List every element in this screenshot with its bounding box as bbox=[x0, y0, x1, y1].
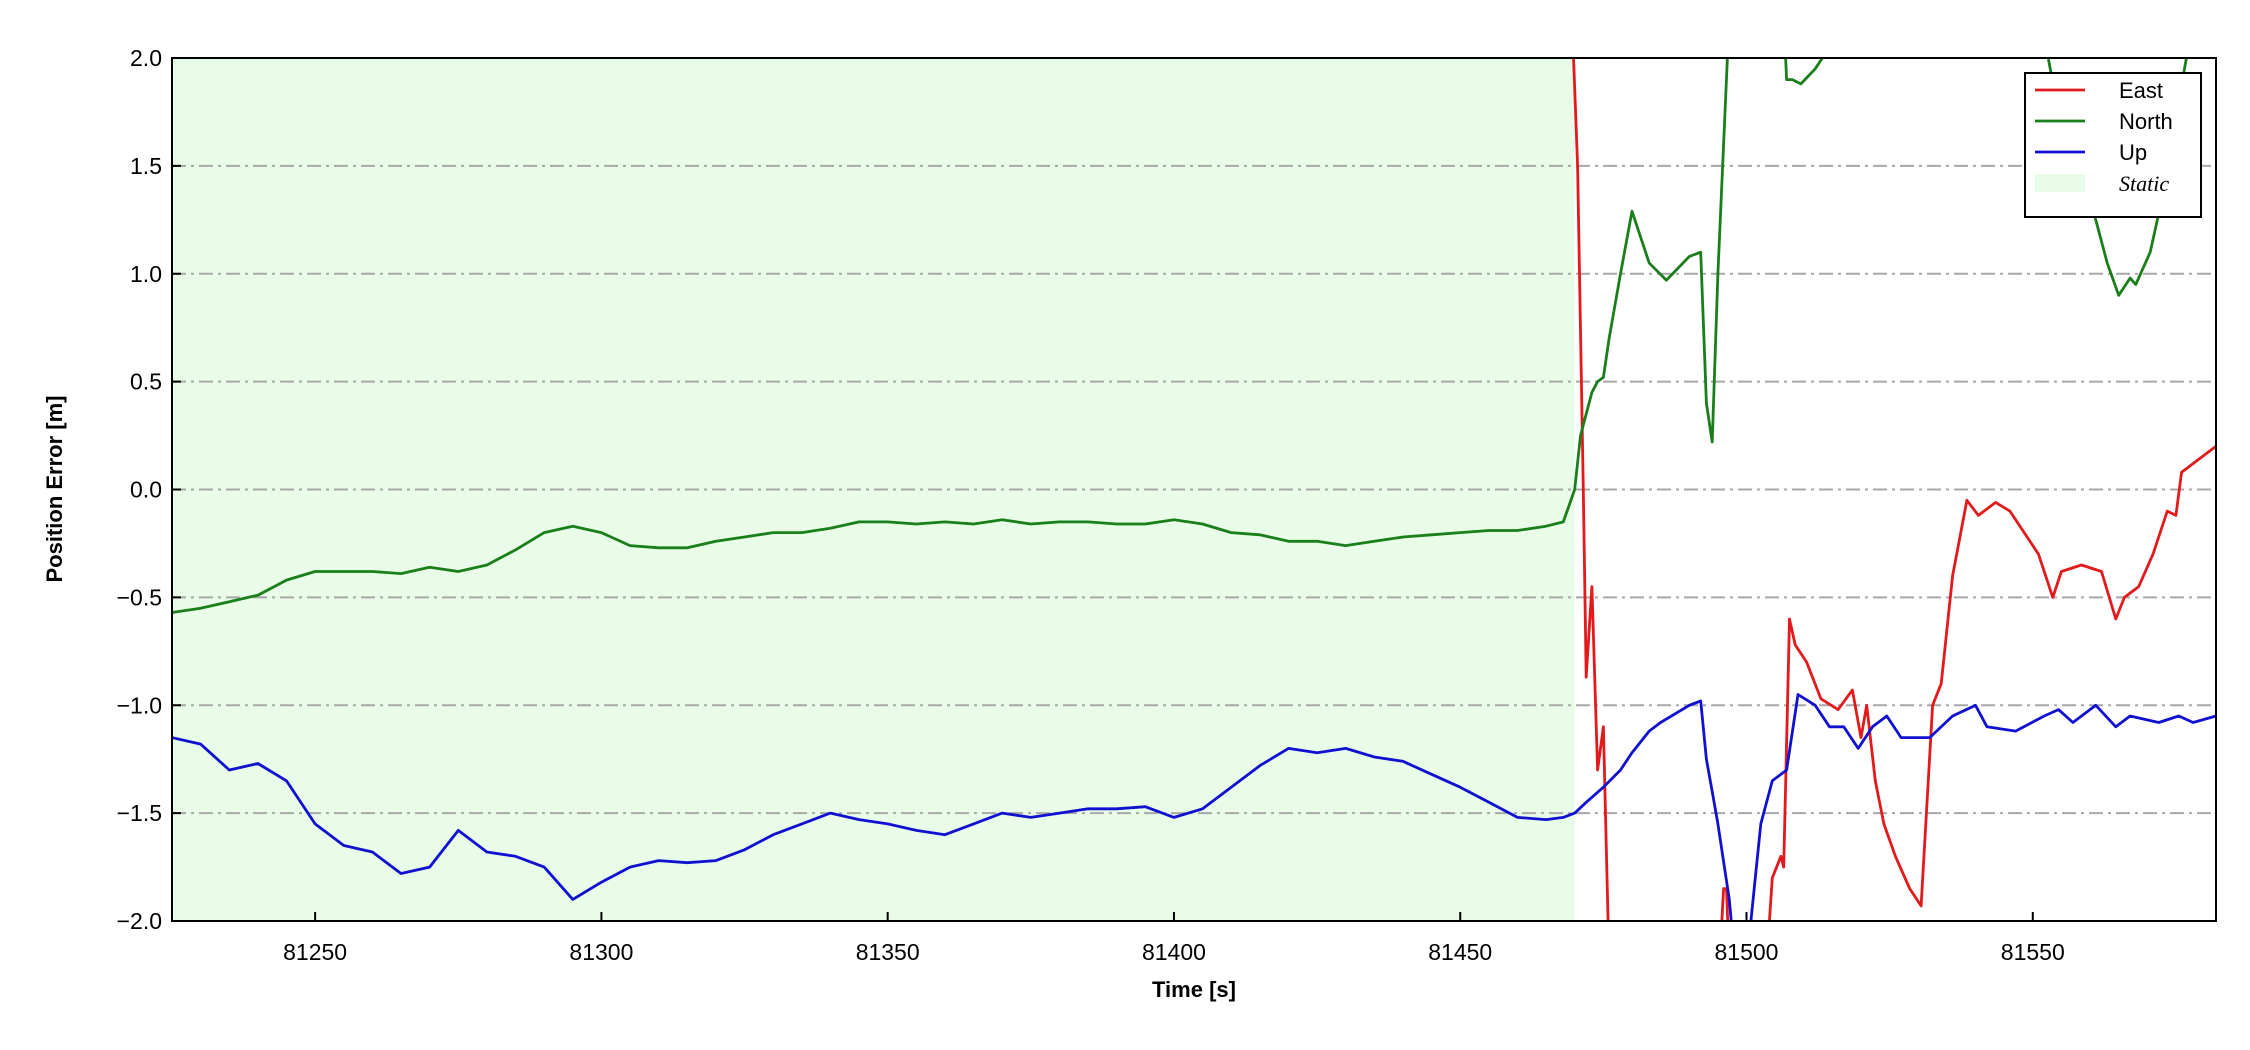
legend-frame bbox=[2024, 72, 2202, 218]
x-tick-label: 81400 bbox=[1142, 939, 1206, 965]
x-tick-label: 81500 bbox=[1715, 939, 1779, 965]
x-tick-label: 81250 bbox=[283, 939, 347, 965]
y-tick-label: 2.0 bbox=[130, 45, 162, 71]
background-layer bbox=[172, 57, 2216, 922]
x-axis-label: Time [s] bbox=[1152, 977, 1236, 1002]
y-tick-label: 1.5 bbox=[130, 153, 162, 179]
y-tick-label: −1.0 bbox=[117, 692, 162, 718]
y-tick-label: 1.0 bbox=[130, 261, 162, 287]
legend-label: East bbox=[2119, 78, 2163, 103]
legend: East North Up Static bbox=[2024, 72, 2202, 218]
lines-layer bbox=[172, 58, 2216, 921]
y-axis-label: Position Error [m] bbox=[42, 395, 67, 582]
y-tick-label: −0.5 bbox=[117, 584, 162, 610]
legend-label: Up bbox=[2119, 140, 2147, 165]
y-tick-label: −2.0 bbox=[117, 908, 162, 934]
x-tick-label: 81350 bbox=[856, 939, 920, 965]
legend-label: Static bbox=[2119, 171, 2169, 196]
series-line bbox=[1572, 58, 2216, 921]
y-tick-label: 0.0 bbox=[130, 477, 162, 503]
series-line bbox=[172, 58, 2188, 614]
x-tick-label: 81550 bbox=[2001, 939, 2065, 965]
x-tick-label: 81450 bbox=[1428, 939, 1492, 965]
series-line bbox=[172, 693, 2216, 921]
x-tick-label: 81300 bbox=[569, 939, 633, 965]
legend-swatch bbox=[2035, 174, 2085, 192]
legend-label: North bbox=[2119, 109, 2173, 134]
y-tick-label: 0.5 bbox=[130, 369, 162, 395]
y-tick-label: −1.5 bbox=[117, 800, 162, 826]
axes-layer: −2.0 −1.5 −1.0 −0.5 0.0 0.5 1.0 1.5 2.0 81250 8130… bbox=[117, 45, 2065, 965]
